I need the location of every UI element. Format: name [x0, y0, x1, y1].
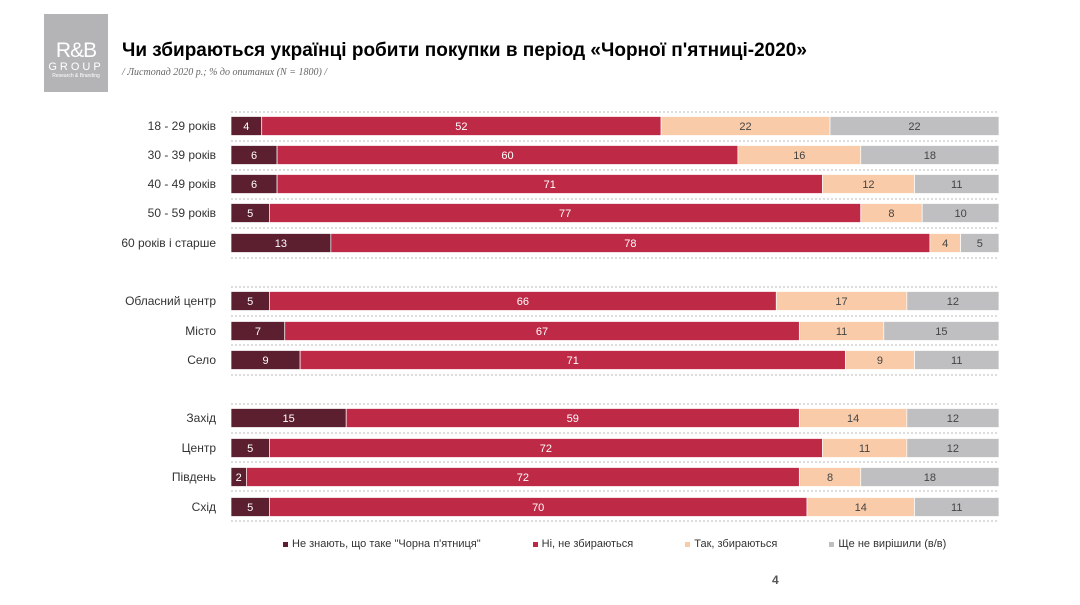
rb-group-logo: R&B GROUP Research & Branding: [44, 14, 108, 92]
data-label: 5: [247, 296, 253, 308]
legend-label: Так, збираються: [694, 538, 778, 550]
category-label: 40 - 49 років: [148, 177, 216, 191]
data-label: 67: [536, 326, 548, 338]
legend-swatch: [685, 541, 691, 547]
data-label: 22: [739, 121, 751, 133]
bar-segment: [906, 291, 1000, 311]
data-label: 15: [935, 326, 947, 338]
category-label: Обласний центр: [125, 294, 216, 308]
data-label: 77: [559, 208, 571, 220]
logo-tagline: Research & Branding: [52, 73, 100, 79]
category-label: 50 - 59 років: [148, 206, 216, 220]
data-label: 14: [855, 502, 867, 514]
bar-segment: [860, 467, 1000, 487]
legend-label: Не знають, що таке "Чорна п'ятниця": [292, 538, 481, 550]
bar-segment: [914, 174, 1000, 194]
bar-segment: [883, 321, 1000, 341]
data-label: 71: [544, 179, 556, 191]
legend-label: Ще не вирішили (в/в): [838, 538, 947, 550]
data-label: 70: [532, 502, 544, 514]
legend-item: Ще не вирішили (в/в): [829, 538, 946, 550]
category-label: 60 років і старше: [121, 236, 216, 250]
data-label: 52: [455, 121, 467, 133]
data-label: 9: [877, 355, 883, 367]
bar-segment: [914, 497, 1000, 517]
data-label: 5: [247, 208, 253, 220]
data-label: 11: [836, 326, 847, 338]
legend: Не знають, що таке "Чорна п'ятниця" Ні, н…: [283, 538, 998, 550]
data-label: 10: [954, 208, 966, 220]
data-label: 5: [247, 443, 253, 455]
bar-segment: [921, 203, 1000, 223]
data-label: 6: [251, 179, 257, 191]
data-label: 78: [624, 238, 636, 250]
logo-text: R&B: [55, 39, 97, 62]
data-label: 6: [251, 150, 257, 162]
data-label: 12: [947, 296, 959, 308]
data-label: 13: [275, 238, 287, 250]
data-label: 18: [924, 472, 936, 484]
data-label: 2: [236, 472, 242, 484]
legend-item: Ні, не збираються: [532, 538, 634, 550]
category-label: 30 - 39 років: [148, 148, 216, 162]
bar-segment: [906, 408, 1000, 428]
legend-swatch: [283, 541, 288, 547]
chart-subtitle: / Листопад 2020 р.; % до опитаних (N = 1…: [122, 67, 328, 78]
legend-item: Не знають, що таке "Чорна п'ятниця": [283, 538, 481, 550]
legend-label: Ні, не збираються: [541, 538, 634, 550]
category-label: Місто: [185, 324, 216, 338]
data-label: 8: [827, 472, 833, 484]
data-label: 11: [951, 502, 962, 514]
data-label: 11: [859, 443, 870, 455]
data-label: 8: [888, 208, 894, 220]
category-label: Захід: [186, 411, 216, 425]
category-label: 18 - 29 років: [148, 119, 216, 133]
bar-segment: [860, 145, 1000, 165]
data-label: 12: [947, 443, 959, 455]
data-label: 4: [942, 238, 948, 250]
data-label: 11: [951, 355, 962, 367]
logo-group: GROUP: [48, 61, 104, 73]
category-label: Схід: [192, 500, 216, 514]
data-label: 9: [262, 355, 268, 367]
bar-segment: [829, 116, 1000, 136]
data-label: 71: [567, 355, 579, 367]
data-label: 5: [247, 502, 253, 514]
data-label: 7: [255, 326, 261, 338]
bar-segment: [906, 438, 1000, 458]
data-label: 72: [540, 443, 552, 455]
data-label: 16: [793, 150, 805, 162]
data-label: 5: [977, 238, 983, 250]
legend-swatch: [829, 541, 835, 547]
data-label: 60: [501, 150, 513, 162]
category-label: Центр: [182, 441, 217, 455]
data-label: 14: [847, 413, 859, 425]
page-number: 4: [772, 573, 779, 587]
data-label: 72: [517, 472, 529, 484]
category-label: Південь: [172, 470, 216, 484]
data-label: 15: [282, 413, 294, 425]
data-label: 59: [567, 413, 579, 425]
bar-segment: [914, 350, 1000, 370]
chart-title: Чи збираються українці робити покупки в …: [122, 40, 807, 61]
data-label: 18: [924, 150, 936, 162]
data-label: 66: [517, 296, 529, 308]
data-label: 12: [862, 179, 874, 191]
legend-swatch: [532, 541, 538, 547]
data-label: 11: [951, 179, 962, 191]
data-label: 12: [947, 413, 959, 425]
data-label: 17: [835, 296, 847, 308]
bar-segment: [960, 233, 1000, 253]
category-label: Село: [187, 353, 216, 367]
legend-item: Так, збираються: [685, 538, 777, 550]
data-label: 22: [908, 121, 920, 133]
data-label: 4: [243, 121, 249, 133]
